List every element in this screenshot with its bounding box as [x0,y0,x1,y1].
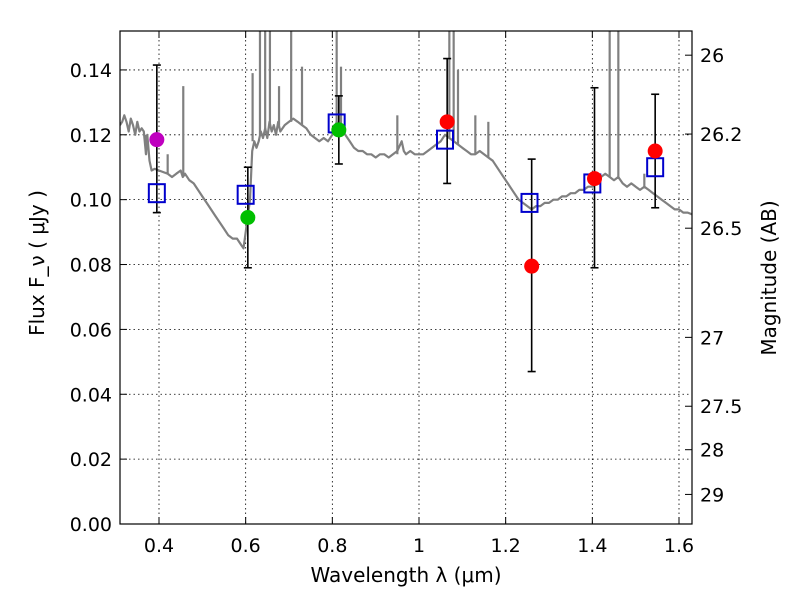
x-axis-label: Wavelength λ (μm) [310,563,501,587]
model-square [520,192,539,213]
mag-tick-label: 26 [700,45,724,67]
y-tick-label: 0.06 [70,319,112,341]
observed-point [240,209,256,225]
y-tick-label: 0.14 [70,60,112,82]
x-tick-label: 1.4 [577,535,607,557]
tick-labels: 0.4 0.6 0.8 1 1.2 1.4 1.6 0.00 0.02 0.04 0.06 0.08 0… [70,45,743,557]
observed-point [149,132,165,148]
grid [120,31,692,525]
y-tick-label: 0.04 [70,384,112,406]
x-tick-label: 0.4 [144,535,174,557]
y-tick-label: 0.10 [70,190,112,212]
mag-tick-label: 26.5 [700,218,742,240]
mag-tick-label: 27 [700,327,724,349]
template-spectrum [120,31,692,250]
mag-tick-label: 28 [700,440,724,462]
model-square [436,129,454,150]
x-tick-label: 0.6 [231,535,261,557]
model-square [147,183,166,204]
y-tick-label: 0.02 [70,449,112,471]
x-tick-label: 1 [413,535,425,557]
error-bars [152,57,660,373]
plot-frame [119,30,693,525]
observed-point [331,122,347,138]
mag-tick-label: 27.5 [700,396,742,418]
observed-point [439,114,455,130]
mag-tick-label: 29 [700,484,724,506]
x-tick-label: 0.8 [317,535,347,557]
y-tick-label: 0.08 [70,255,112,277]
y-axis-label-left: Flux F_ν ( μJy ) [25,190,49,336]
observed-point [647,143,663,159]
model-points [147,113,665,213]
observed-point [524,258,540,274]
observed-points [149,114,663,274]
y-tick-label: 0.12 [70,125,112,147]
template-line [120,114,692,250]
y-tick-label: 0.00 [70,514,112,536]
y-axis-label-right: Magnitude (AB) [757,200,781,355]
x-tick-label: 1.2 [491,535,521,557]
observed-point [587,171,602,187]
mag-tick-label: 26.2 [700,124,742,146]
x-tick-label: 1.6 [664,535,694,557]
model-square [236,184,255,205]
ticks [120,31,692,525]
plot-area [120,31,692,373]
